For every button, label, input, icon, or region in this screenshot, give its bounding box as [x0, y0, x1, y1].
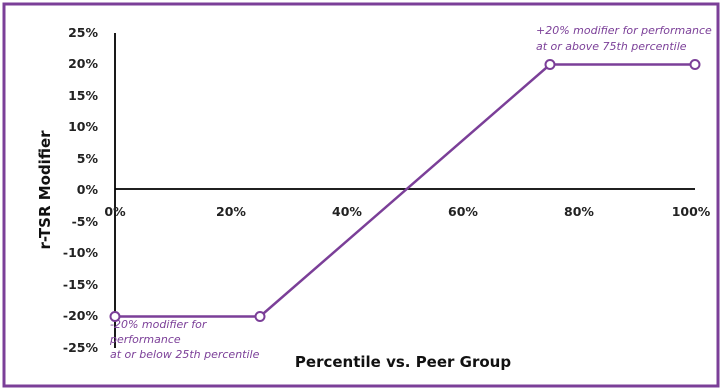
annotation-upper: +20% modifier for performance at or abov… — [536, 24, 712, 53]
x-axis-title: Percentile vs. Peer Group — [295, 353, 511, 371]
y-axis-title: r-TSR Modifier — [36, 130, 54, 250]
y-tick-label: -20% — [63, 308, 99, 323]
annotation-upper-line1: +20% modifier for performance — [536, 24, 712, 37]
x-tick-label: 0% — [104, 204, 126, 219]
series-line — [115, 63, 695, 318]
data-point — [544, 59, 556, 70]
series-points — [109, 59, 701, 322]
y-tick-label: 15% — [68, 88, 98, 103]
y-tick-label: 10% — [68, 119, 98, 134]
y-tick-label: 25% — [68, 25, 98, 40]
y-tick-labels: 25% 20% 15% 10% 5% 0% -5% -10% -15% -20%… — [63, 25, 99, 355]
data-point — [109, 311, 121, 322]
y-tick-label: -15% — [63, 277, 99, 292]
x-tick-label: 80% — [564, 204, 594, 219]
y-tick-label: 20% — [68, 56, 98, 71]
y-tick-label: 5% — [77, 151, 99, 166]
annotation-upper-line2: at or above 75th percentile — [536, 40, 687, 53]
x-tick-labels: 0% 20% 40% 60% 80% 100% — [104, 204, 710, 219]
y-tick-label: -25% — [63, 340, 99, 355]
annotation-lower-line3: at or below 25th percentile — [110, 348, 260, 361]
annotation-lower-line2: performance — [109, 333, 181, 346]
y-tick-label: 0% — [77, 182, 99, 197]
y-tick-label: -10% — [63, 245, 99, 260]
x-tick-label: 60% — [448, 204, 478, 219]
data-point — [254, 311, 266, 322]
x-tick-label: 20% — [216, 204, 246, 219]
data-point — [689, 59, 701, 70]
annotation-lower-line1: -20% modifier for — [110, 318, 208, 331]
x-tick-label: 40% — [332, 204, 362, 219]
y-tick-label: -5% — [72, 214, 99, 229]
annotation-lower: -20% modifier for performance at or belo… — [109, 318, 260, 361]
x-tick-label: 100% — [672, 204, 711, 219]
